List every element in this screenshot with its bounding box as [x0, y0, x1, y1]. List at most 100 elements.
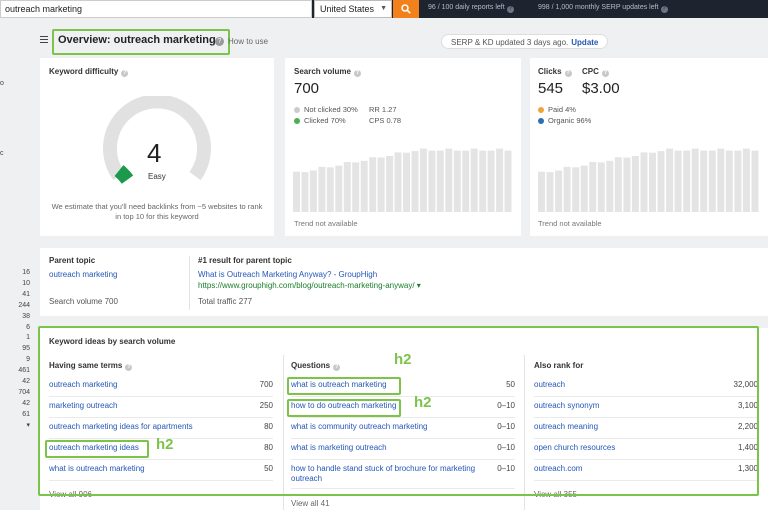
- trend-bar: [580, 165, 588, 212]
- keyword-link[interactable]: outreach.com: [534, 464, 583, 473]
- keyword-link[interactable]: how to do outreach marketing: [291, 401, 397, 410]
- parent-topic-link[interactable]: outreach marketing: [49, 270, 118, 279]
- gutter-number: 38: [22, 312, 30, 320]
- help-icon[interactable]: ?: [125, 364, 133, 371]
- organic-dot: [538, 118, 544, 124]
- trend-bar: [386, 156, 394, 212]
- trend-bar: [403, 152, 410, 212]
- how-to-use-link[interactable]: How to use: [228, 37, 269, 46]
- highlight-box: [52, 29, 230, 55]
- keyword-row: how to handle stand stuck of brochure fo…: [291, 461, 515, 489]
- keyword-link[interactable]: outreach meaning: [534, 422, 599, 431]
- column-header-also-rank: Also rank for: [534, 361, 583, 370]
- trend-bar: [445, 148, 453, 212]
- keyword-row: outreach.com 1,300: [534, 461, 758, 481]
- country-select[interactable]: United States ▼: [314, 0, 392, 18]
- help-icon[interactable]: ?: [601, 70, 609, 77]
- trend-bar: [335, 165, 343, 212]
- keyword-row: outreach meaning 2,200: [534, 419, 758, 439]
- gutter-number: 461: [18, 367, 30, 375]
- search-button[interactable]: [393, 0, 419, 18]
- h2-annotation: h2: [414, 394, 432, 411]
- top-result-link[interactable]: What is Outreach Marketing Anyway? - Gro…: [198, 270, 378, 279]
- trend-bar: [717, 148, 725, 212]
- highlight-box: [38, 326, 759, 496]
- serp-updates-text: 998 / 1,000 monthly SERP updates left: [538, 4, 659, 11]
- not-clicked-dot: [294, 107, 300, 113]
- trend-bar: [700, 150, 708, 212]
- gutter-numbers: 16 10 41 244 38 6 1 95 9 461 42 704 42 6…: [0, 268, 30, 432]
- keyword-link[interactable]: outreach marketing: [49, 380, 118, 389]
- top-result-url[interactable]: https://www.grouphigh.com/blog/outreach-…: [198, 281, 421, 290]
- keyword-search-input[interactable]: outreach marketing: [0, 0, 312, 18]
- gutter-number: 16: [22, 269, 30, 276]
- keyword-volume: 50: [264, 464, 273, 473]
- trend-bar: [301, 172, 309, 212]
- parent-topic-title: Parent topic: [49, 256, 96, 265]
- trend-bar: [555, 170, 563, 212]
- help-icon[interactable]: ?: [121, 70, 129, 77]
- keyword-row: what is marketing outreach 0–10: [291, 440, 515, 460]
- trend-bar: [411, 151, 419, 212]
- kd-title: Keyword difficulty?: [49, 67, 129, 77]
- trend-bar: [318, 166, 326, 212]
- keyword-link[interactable]: what is community outreach marketing: [291, 422, 428, 431]
- keyword-link[interactable]: open church resources: [534, 443, 616, 452]
- difficulty-gauge: [103, 96, 211, 184]
- trend-bar: [487, 150, 495, 212]
- gutter-number: 9: [26, 356, 30, 364]
- total-traffic: Total traffic 277: [198, 297, 253, 306]
- clicked-text: Clicked 70%: [304, 116, 346, 125]
- not-clicked-legend: Not clicked 30%: [294, 105, 358, 114]
- keyword-row: what is outreach marketing 50: [291, 377, 515, 397]
- keyword-ideas-card: Keyword ideas by search volume Having sa…: [40, 328, 768, 510]
- help-icon[interactable]: ?: [353, 70, 361, 77]
- gutter-scroll-arrow[interactable]: ▾: [26, 421, 30, 429]
- help-icon[interactable]: ?: [215, 37, 224, 46]
- gutter-number: 244: [18, 301, 30, 309]
- keyword-link[interactable]: what is outreach marketing: [291, 380, 387, 389]
- keyword-volume: 0–10: [497, 464, 515, 473]
- keyword-link[interactable]: what is marketing outreach: [291, 443, 387, 452]
- column-header-text: Having same terms: [49, 361, 123, 370]
- keyword-link[interactable]: what is outreach marketing: [49, 464, 145, 473]
- paid-legend: Paid 4%: [538, 105, 576, 114]
- highlight-box: [45, 440, 149, 458]
- trend-bar: [751, 150, 759, 212]
- keyword-volume: 80: [264, 443, 273, 452]
- keyword-link[interactable]: marketing outreach: [49, 401, 118, 410]
- keyword-link[interactable]: outreach synonym: [534, 401, 600, 410]
- trend-bar: [614, 157, 622, 212]
- keyword-link[interactable]: outreach marketing ideas: [49, 443, 139, 452]
- trend-bar: [589, 162, 597, 212]
- trend-bar: [360, 160, 368, 212]
- keyword-volume: 700: [259, 380, 273, 389]
- menu-icon[interactable]: [40, 36, 48, 43]
- keyword-link[interactable]: outreach marketing ideas for apartments: [49, 422, 193, 431]
- trend-bar: [394, 152, 402, 212]
- trend-bar: [369, 157, 377, 212]
- keyword-row: outreach marketing 700: [49, 377, 273, 397]
- gutter-number: 704: [18, 388, 30, 396]
- serp-status-pill: SERP & KD updated 3 days ago. Update: [441, 34, 609, 49]
- keyword-row: how to do outreach marketing 0–10: [291, 398, 515, 418]
- keyword-link[interactable]: how to handle stand stuck of brochure fo…: [291, 464, 476, 483]
- help-icon[interactable]: ?: [506, 6, 514, 13]
- keyword-link[interactable]: outreach: [534, 380, 566, 389]
- trend-bar: [352, 162, 360, 212]
- chevron-down-icon: ▼: [380, 5, 387, 12]
- clicked-legend: Clicked 70%: [294, 116, 346, 125]
- top-result-title: #1 result for parent topic: [198, 256, 292, 265]
- divider: [524, 355, 525, 510]
- help-icon[interactable]: ?: [333, 364, 341, 371]
- view-all-link[interactable]: View all 41: [291, 499, 330, 508]
- help-icon[interactable]: ?: [660, 6, 668, 13]
- highlight-box: [287, 377, 401, 395]
- trend-bar: [419, 148, 427, 212]
- help-icon[interactable]: ?: [564, 70, 572, 77]
- clicks-value: 545: [538, 80, 564, 97]
- update-button[interactable]: Update: [571, 38, 599, 47]
- keyword-volume: 0–10: [497, 401, 515, 410]
- clicks-trend-note: Trend not available: [538, 219, 602, 228]
- keyword-volume: 1,300: [737, 464, 758, 473]
